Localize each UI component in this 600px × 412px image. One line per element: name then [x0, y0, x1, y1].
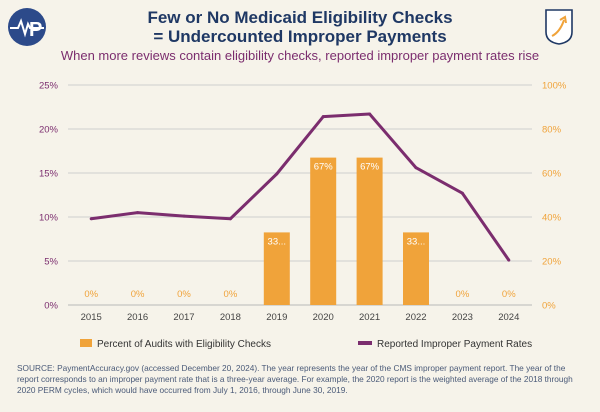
- bar-data-labels: 0% 0% 0% 0% 33... 67% 67% 33... 0% 0%: [84, 162, 516, 300]
- bar-data-label: 0%: [456, 289, 470, 300]
- x-tick-label: 2021: [359, 312, 380, 323]
- bar-data-label: 33...: [407, 236, 426, 247]
- left-tick-label: 25%: [39, 81, 59, 92]
- x-tick-label: 2020: [313, 312, 334, 323]
- line-series: [89, 112, 511, 262]
- right-tick-label: 100%: [542, 81, 567, 92]
- right-tick-label: 80%: [542, 125, 562, 136]
- arrow-seal-icon: [545, 9, 573, 45]
- left-tick-label: 10%: [39, 213, 59, 224]
- x-tick-label: 2016: [127, 312, 148, 323]
- legend-label-line: Reported Improper Payment Rates: [377, 339, 532, 350]
- line-point: [507, 258, 511, 262]
- chart-title-line-1: Few or No Medicaid Eligibility Checks: [147, 8, 453, 27]
- bar-data-label: 0%: [224, 289, 238, 300]
- source-note: SOURCE: PaymentAccuracy.gov (accessed De…: [17, 363, 573, 395]
- bar: [403, 232, 429, 305]
- legend-label-bars: Percent of Audits with Eligibility Check…: [97, 339, 271, 350]
- bar: [356, 157, 383, 305]
- right-axis-ticks: 0% 20% 40% 60% 80% 100%: [542, 81, 567, 312]
- right-tick-label: 20%: [542, 257, 562, 268]
- x-tick-label: 2022: [405, 312, 426, 323]
- bars-series: [263, 157, 429, 305]
- line-point: [460, 191, 464, 195]
- paragon-logo-icon: P: [8, 8, 46, 46]
- chart-title-line-2: = Undercounted Improper Payments: [153, 27, 447, 46]
- chart-subtitle: When more reviews contain eligibility ch…: [60, 48, 540, 63]
- left-tick-label: 5%: [44, 257, 58, 268]
- left-tick-label: 20%: [39, 125, 59, 136]
- line-point: [89, 217, 93, 221]
- bar-data-label: 0%: [131, 289, 145, 300]
- left-axis-ticks: 0% 5% 10% 15% 20% 25%: [39, 81, 59, 312]
- bar-data-label: 67%: [314, 162, 334, 173]
- right-tick-label: 0%: [542, 301, 556, 312]
- x-tick-label: 2019: [266, 312, 287, 323]
- bar-data-label: 67%: [360, 162, 380, 173]
- legend: Percent of Audits with Eligibility Check…: [80, 339, 532, 350]
- x-tick-label: 2018: [220, 312, 241, 323]
- legend-swatch-bars: [80, 339, 92, 347]
- line-point: [414, 166, 418, 170]
- line-path: [91, 112, 511, 261]
- x-tick-label: 2015: [81, 312, 102, 323]
- bar: [263, 232, 290, 305]
- line-point: [182, 214, 186, 218]
- line-point: [275, 172, 279, 176]
- x-tick-label: 2017: [173, 312, 194, 323]
- left-tick-label: 15%: [39, 169, 59, 180]
- line-point: [368, 112, 372, 116]
- left-tick-label: 0%: [44, 301, 58, 312]
- legend-swatch-line: [358, 341, 372, 345]
- grid-layer: [68, 84, 532, 306]
- svg-text:P: P: [29, 19, 42, 41]
- bar-data-label: 0%: [177, 289, 191, 300]
- line-point: [321, 115, 325, 119]
- right-tick-label: 60%: [542, 169, 562, 180]
- bar-data-label: 33...: [268, 236, 287, 247]
- line-point: [228, 217, 232, 221]
- line-point: [136, 211, 140, 215]
- x-tick-label: 2024: [498, 312, 519, 323]
- bar-data-label: 0%: [502, 289, 516, 300]
- x-tick-label: 2023: [452, 312, 473, 323]
- bar-data-label: 0%: [84, 289, 98, 300]
- right-tick-label: 40%: [542, 213, 562, 224]
- bar: [310, 157, 337, 305]
- x-axis-ticks: 2015 2016 2017 2018 2019 2020 2021 2022 2023 2024: [81, 312, 520, 323]
